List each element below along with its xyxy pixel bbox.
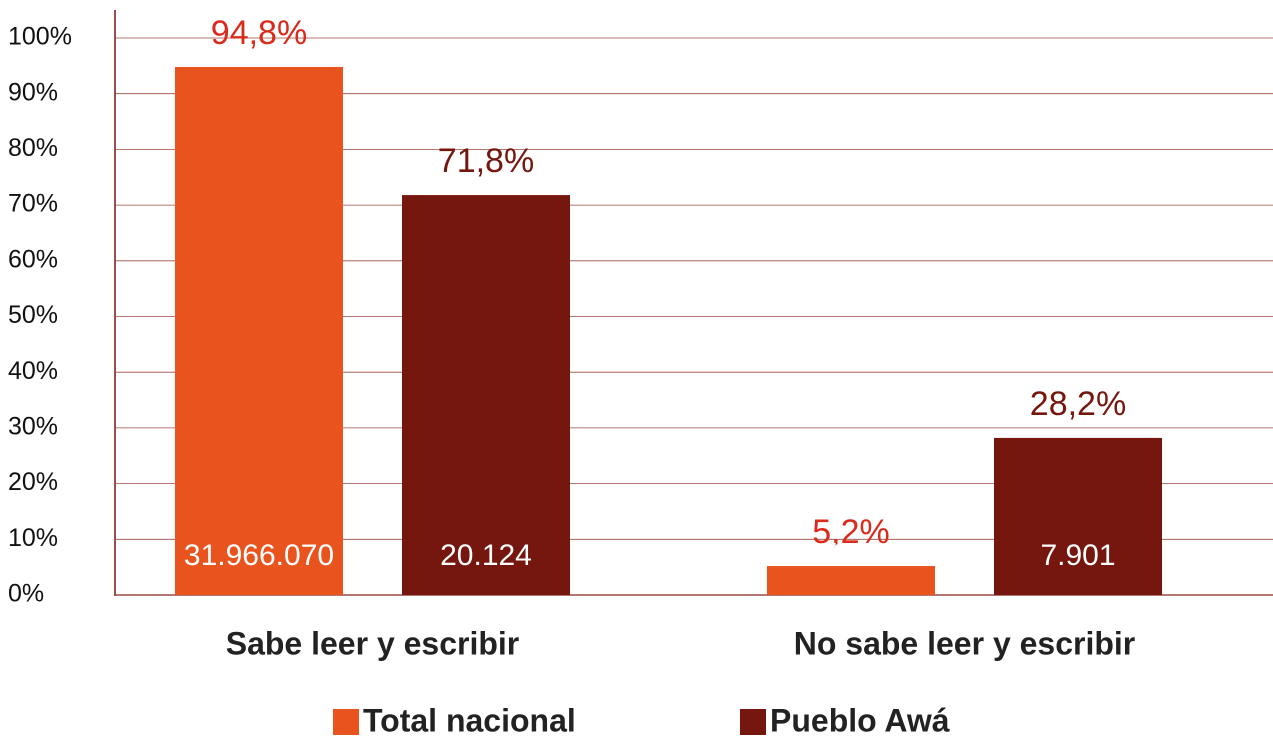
y-tick-label: 90% [8,78,58,106]
value-label: 28,2% [1030,385,1126,423]
y-tick-label: 20% [8,468,58,496]
y-tick-label: 30% [8,413,58,441]
legend-swatch [740,709,766,735]
legend-swatch [333,709,359,735]
x-tick-label: No sabe leer y escribir [794,625,1136,661]
y-tick-label: 0% [8,580,44,608]
count-label: 20.124 [440,539,532,572]
bar [175,66,343,596]
y-tick-label: 40% [8,357,58,385]
y-tick-label: 100% [8,23,72,51]
value-label: 5,2% [812,513,890,551]
y-tick-label: 70% [8,190,58,218]
value-label: 94,8% [211,14,307,52]
legend-label: Pueblo Awá [770,702,950,738]
y-tick-label: 60% [8,245,58,273]
count-label: 31.966.070 [184,539,334,572]
y-tick-label: 10% [8,524,58,552]
y-tick-label: 80% [8,134,58,162]
y-tick-label: 50% [8,301,58,329]
count-label: 7.901 [1040,539,1115,572]
bar [767,566,935,595]
x-tick-label: Sabe leer y escribir [226,625,520,661]
bar [402,195,570,595]
count-label: 1.746.521 [784,539,917,572]
bar [994,437,1162,595]
value-label: 71,8% [438,142,534,180]
legend-label: Total nacional [363,702,576,738]
